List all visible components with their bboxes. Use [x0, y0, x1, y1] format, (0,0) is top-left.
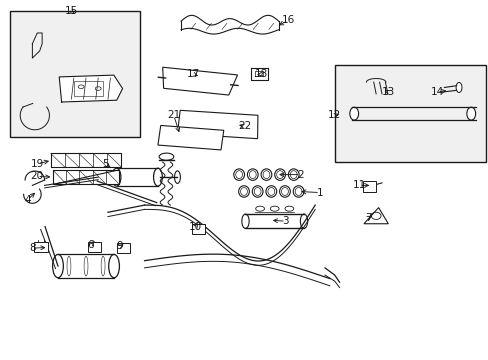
Ellipse shape: [288, 169, 299, 180]
Ellipse shape: [252, 186, 263, 197]
Polygon shape: [158, 125, 224, 150]
Text: 5: 5: [102, 159, 109, 169]
Text: 3: 3: [282, 216, 289, 226]
Text: 14: 14: [429, 87, 443, 97]
Text: 19: 19: [31, 159, 44, 169]
Bar: [191, 224, 204, 234]
Ellipse shape: [261, 169, 271, 180]
Text: 13: 13: [381, 87, 394, 97]
Text: 9: 9: [117, 241, 123, 251]
Ellipse shape: [247, 169, 258, 180]
Ellipse shape: [265, 186, 276, 197]
Text: 10: 10: [189, 222, 202, 231]
Ellipse shape: [349, 107, 358, 120]
Ellipse shape: [233, 169, 244, 180]
Text: 15: 15: [64, 6, 78, 17]
Bar: [88, 242, 101, 252]
Text: 11: 11: [352, 180, 365, 190]
Bar: [51, 153, 121, 167]
Ellipse shape: [293, 186, 304, 197]
Ellipse shape: [108, 255, 119, 278]
Text: 2: 2: [297, 170, 303, 180]
Polygon shape: [163, 67, 237, 95]
Ellipse shape: [238, 186, 249, 197]
Ellipse shape: [279, 186, 290, 197]
Bar: [74, 81, 103, 96]
Polygon shape: [59, 75, 122, 102]
Bar: [334, 65, 485, 162]
Text: 18: 18: [254, 69, 267, 79]
Ellipse shape: [270, 206, 279, 211]
Ellipse shape: [274, 169, 285, 180]
Ellipse shape: [285, 206, 293, 211]
Text: 17: 17: [186, 69, 200, 79]
Polygon shape: [363, 208, 387, 224]
Ellipse shape: [174, 171, 180, 183]
Text: 1: 1: [316, 188, 323, 198]
Text: 7: 7: [365, 213, 371, 222]
Text: 4: 4: [24, 195, 31, 205]
Ellipse shape: [112, 168, 121, 186]
Ellipse shape: [153, 168, 162, 186]
Bar: [10, 12, 140, 137]
Bar: [53, 170, 119, 184]
Bar: [34, 242, 48, 252]
Bar: [117, 243, 130, 253]
Text: 20: 20: [31, 171, 44, 181]
Text: 16: 16: [281, 15, 294, 26]
Text: 21: 21: [167, 111, 180, 121]
Ellipse shape: [466, 107, 475, 120]
Text: 6: 6: [87, 239, 94, 249]
Text: 22: 22: [237, 121, 251, 131]
Ellipse shape: [455, 82, 461, 93]
Text: 12: 12: [327, 111, 341, 121]
Text: 8: 8: [29, 243, 36, 253]
Polygon shape: [177, 110, 257, 139]
Bar: [363, 181, 375, 192]
Ellipse shape: [255, 206, 264, 211]
Ellipse shape: [159, 153, 173, 160]
Ellipse shape: [300, 214, 307, 228]
Ellipse shape: [242, 214, 248, 228]
Ellipse shape: [53, 255, 63, 278]
